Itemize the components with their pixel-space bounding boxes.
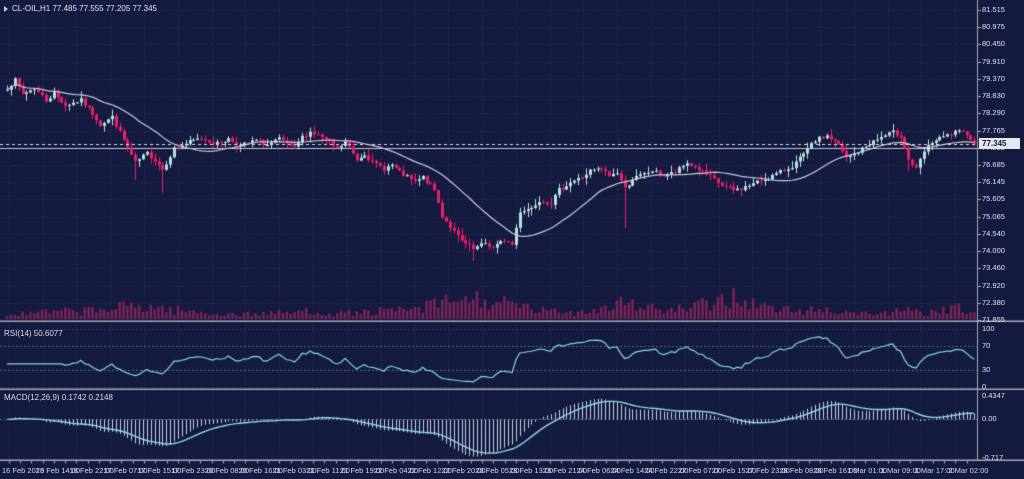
time-axis-label: 20 Feb 08:00 [204, 466, 249, 475]
time-axis-label: 17 Feb 07:00 [103, 466, 148, 475]
time-axis-label: 21 Feb 03:00 [272, 466, 317, 475]
rsi-axis-label: 100 [982, 324, 995, 333]
price-axis-label: 73.460 [982, 263, 1005, 273]
time-axis-label: 23 Feb 05:00 [475, 466, 520, 475]
time-axis-label: 17 Feb 23:00 [171, 466, 216, 475]
price-axis-label: 72.920 [982, 280, 1005, 290]
price-axis-label: 75.065 [982, 211, 1005, 221]
price-axis-label: 72.380 [982, 297, 1005, 307]
time-axis-label: 2 Mar 02:00 [948, 466, 989, 475]
time-axis-label: 1 Mar 17:00 [914, 466, 955, 475]
price-axis-label: 77.765 [982, 125, 1005, 135]
symbol-marker-icon [4, 5, 8, 12]
time-axis-label: 23 Feb 21:00 [542, 466, 587, 475]
current-price-tag: 77.345 [979, 138, 1020, 149]
time-axis-label: 21 Feb 11:00 [306, 466, 350, 475]
time-axis-label: 22 Feb 12:00 [407, 466, 452, 475]
price-axis-label: 80.975 [982, 22, 1005, 32]
price-axis-label: 74.000 [982, 246, 1005, 256]
time-axis-label: 27 Feb 15:00 [711, 466, 756, 475]
price-axis-label: 75.605 [982, 194, 1005, 204]
macd-axis-label: 0.00 [982, 414, 997, 424]
macd-indicator-label: MACD(12,26,9) 0.1742 0.2148 [4, 393, 113, 402]
macd-axis-label: -0.717 [982, 453, 1004, 462]
time-axis-label: 21 Feb 19:00 [340, 466, 385, 475]
time-axis-label: 23 Feb 13:00 [509, 466, 554, 475]
price-axis-label: 79.370 [982, 73, 1005, 83]
time-axis-label: 16 Feb 22:00 [69, 466, 114, 475]
time-axis-label: 22 Feb 04:00 [373, 466, 418, 475]
price-axis-label: 78.830 [982, 91, 1005, 101]
symbol-ohlc-label: CL-OIL,H1 77.485 77.555 77.205 77.345 [12, 4, 157, 13]
price-axis-label: 76.145 [982, 177, 1005, 187]
time-axis-label: 16 Feb 2023 [2, 466, 45, 475]
time-axis-label: 28 Feb 08:00 [779, 466, 824, 475]
price-axis-label: 81.515 [982, 5, 1005, 14]
price-axis-label: 76.685 [982, 159, 1005, 169]
time-axis-label: 27 Feb 07:00 [678, 466, 723, 475]
price-axis-label: 79.910 [982, 56, 1005, 66]
price-axis-label: 80.450 [982, 39, 1005, 49]
time-axis-label: 24 Feb 06:00 [576, 466, 621, 475]
rsi-axis-label: 70 [982, 341, 991, 351]
macd-axis-label: 0.4347 [982, 391, 1005, 400]
time-axis-label: 28 Feb 16:00 [813, 466, 858, 475]
time-axis-label: 16 Feb 14:00 [35, 466, 80, 475]
price-axis-label: 71.855 [982, 314, 1005, 324]
time-axis-label: 17 Feb 15:00 [137, 466, 182, 475]
rsi-indicator-label: RSI(14) 50.6077 [4, 329, 63, 338]
rsi-axis-label: 30 [982, 364, 991, 374]
rsi-axis-label: 0 [982, 382, 987, 391]
time-axis-label: 24 Feb 22:00 [644, 466, 689, 475]
symbol-header: CL-OIL,H1 77.485 77.555 77.205 77.345 [4, 4, 157, 13]
time-axis-label: 22 Feb 20:00 [441, 466, 486, 475]
price-axis-label: 78.290 [982, 108, 1005, 118]
time-axis-label: 24 Feb 14:00 [610, 466, 655, 475]
time-axis-label: 1 Mar 01:00 [847, 466, 888, 475]
time-axis-label: 27 Feb 23:00 [745, 466, 790, 475]
time-axis-label: 1 Mar 09:00 [880, 466, 921, 475]
price-axis-label: 74.540 [982, 228, 1005, 238]
time-axis-label: 20 Feb 16:00 [238, 466, 283, 475]
